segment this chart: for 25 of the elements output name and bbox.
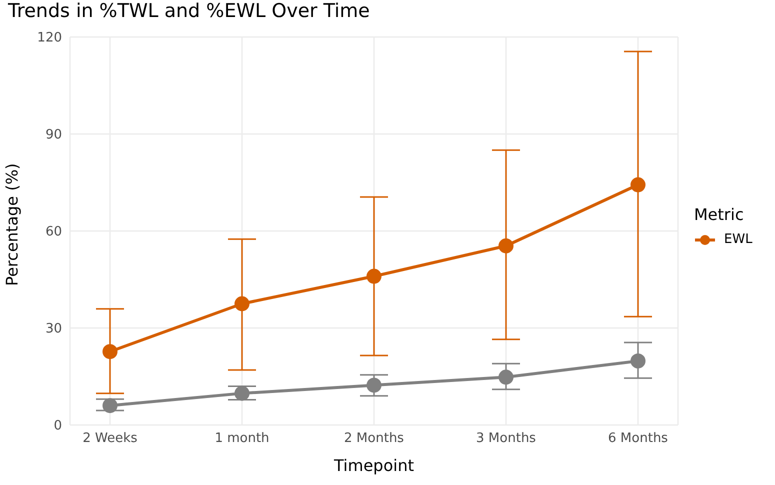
legend-title: Metric — [694, 205, 745, 224]
x-tick-label: 3 Months — [476, 431, 536, 446]
legend-label: EWL — [724, 232, 752, 247]
x-tick-label: 6 Months — [608, 431, 668, 446]
point — [102, 398, 118, 414]
y-tick-label: 60 — [45, 224, 62, 240]
point — [102, 344, 118, 360]
point — [630, 353, 646, 368]
x-tick-label: 2 Months — [344, 431, 404, 446]
point — [498, 370, 514, 385]
point — [234, 296, 250, 312]
point — [498, 238, 514, 254]
point — [630, 177, 646, 192]
x-tick-label: 1 month — [214, 431, 270, 446]
point — [234, 386, 250, 401]
y-tick-label: 30 — [45, 322, 62, 337]
y-tick-label: 0 — [54, 418, 62, 434]
point — [366, 268, 382, 284]
chart-title: Trends in %TWL and %EWL Over Time — [8, 0, 370, 22]
y-axis-title: Percentage (%) — [2, 163, 22, 286]
point — [366, 378, 382, 393]
x-axis-title: Timepoint — [333, 456, 414, 475]
x-tick-label: 2 Weeks — [82, 431, 138, 446]
y-tick-label: 120 — [37, 30, 62, 46]
y-tick-label: 90 — [45, 128, 62, 143]
